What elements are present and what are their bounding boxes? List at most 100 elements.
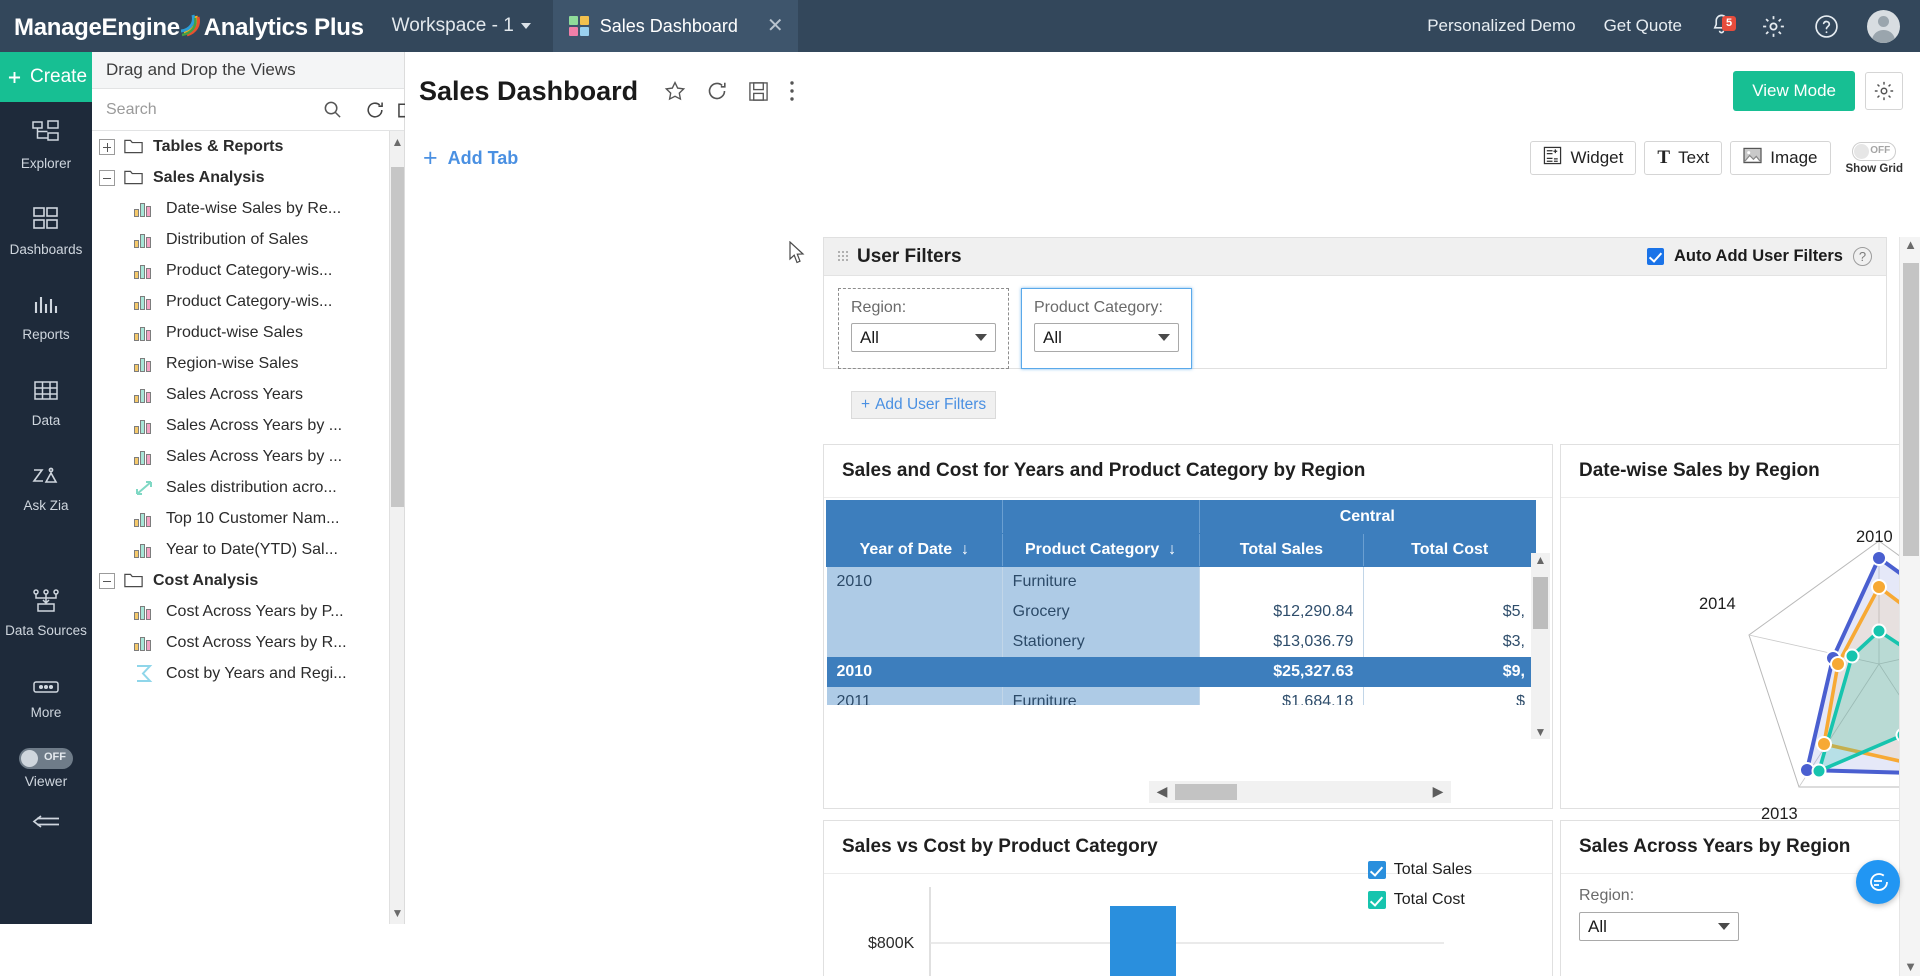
- tree-node-report[interactable]: Year to Date(YTD) Sal...: [92, 534, 405, 565]
- table-total-row[interactable]: 2010 $25,327.63 $9,: [826, 657, 1536, 687]
- sidebar-item-label: Ask Zia: [23, 497, 69, 513]
- scroll-up-icon[interactable]: ▲: [1904, 237, 1917, 252]
- add-tab-button[interactable]: + Add Tab: [423, 145, 518, 171]
- bar-chart-icon: [134, 448, 155, 465]
- scrollbar-thumb[interactable]: [391, 167, 404, 507]
- save-icon[interactable]: [748, 81, 769, 102]
- personalized-demo-link[interactable]: Personalized Demo: [1427, 16, 1576, 35]
- scrollbar-thumb[interactable]: [1903, 263, 1919, 556]
- table-row[interactable]: Grocery $12,290.84 $5,: [826, 597, 1536, 627]
- tree-node-folder[interactable]: Tables & Reports: [92, 131, 405, 162]
- sidebar-item-ask-zia[interactable]: Ask Zia: [0, 446, 92, 532]
- widget-title: Sales Across Years by Region: [1561, 821, 1904, 874]
- drag-handle-icon[interactable]: [838, 251, 848, 262]
- favorite-star-icon[interactable]: [664, 80, 686, 102]
- scrollbar-thumb[interactable]: [1533, 577, 1548, 629]
- add-image-button[interactable]: Image: [1730, 141, 1831, 175]
- refresh-icon[interactable]: [365, 100, 385, 120]
- add-text-button[interactable]: T Text: [1644, 141, 1723, 175]
- scroll-down-icon[interactable]: ▼: [391, 906, 404, 920]
- sidebar-item-data-sources[interactable]: Data Sources: [0, 570, 92, 656]
- tree-node-report[interactable]: Top 10 Customer Nam...: [92, 503, 405, 534]
- scrollbar-thumb[interactable]: [1175, 784, 1237, 800]
- auto-add-user-filters-checkbox[interactable]: [1647, 248, 1664, 265]
- help-icon[interactable]: [1814, 14, 1839, 39]
- add-widget-button[interactable]: Widget: [1530, 141, 1637, 175]
- sidebar-item-data[interactable]: Data: [0, 360, 92, 446]
- legend-label: Total Sales: [1393, 861, 1472, 878]
- scroll-down-icon[interactable]: ▼: [1534, 725, 1547, 739]
- table-row[interactable]: 2010 Furniture: [826, 566, 1536, 597]
- tree-node-report[interactable]: Sales distribution acro...: [92, 472, 405, 503]
- expand-icon[interactable]: [99, 138, 115, 155]
- table-vertical-scrollbar[interactable]: ▲ ▼: [1531, 553, 1550, 739]
- scroll-left-icon[interactable]: ◀: [1156, 783, 1168, 799]
- scroll-right-icon[interactable]: ▶: [1432, 783, 1444, 799]
- table-row[interactable]: Stationery $13,036.79 $3,: [826, 627, 1536, 657]
- refresh-icon[interactable]: [706, 80, 728, 102]
- tree-node-folder[interactable]: Cost Analysis: [92, 565, 405, 596]
- tree-node-report[interactable]: Region-wise Sales: [92, 348, 405, 379]
- tree-scrollbar[interactable]: ▲ ▼: [389, 131, 404, 924]
- tree-node-folder[interactable]: Sales Analysis: [92, 162, 405, 193]
- more-options-icon[interactable]: [789, 80, 795, 102]
- scroll-up-icon[interactable]: ▲: [1534, 553, 1547, 567]
- workspace-selector[interactable]: Workspace - 1: [392, 15, 531, 37]
- tree-node-report[interactable]: Sales Across Years: [92, 379, 405, 410]
- collapse-icon[interactable]: [99, 169, 115, 186]
- sidebar-item-reports[interactable]: Reports: [0, 274, 92, 360]
- dashboard-settings-button[interactable]: [1865, 72, 1903, 110]
- region-widget-filter-select[interactable]: All: [1579, 912, 1739, 941]
- search-icon[interactable]: [313, 100, 352, 119]
- legend-swatch: [1367, 891, 1386, 909]
- view-mode-button[interactable]: View Mode: [1733, 71, 1855, 111]
- filter-product-category[interactable]: Product Category: All: [1021, 288, 1192, 369]
- column-header-year[interactable]: Year of Date ↓: [826, 533, 1003, 567]
- viewer-toggle[interactable]: OFF: [19, 748, 73, 769]
- legend-item-total-sales[interactable]: Total Sales: [1367, 861, 1472, 879]
- sidebar-item-explorer[interactable]: Explorer: [0, 102, 92, 188]
- column-header-total-cost[interactable]: Total Cost: [1363, 533, 1536, 567]
- show-grid-toggle[interactable]: OFF: [1852, 141, 1897, 161]
- tree-node-report[interactable]: Sales Across Years by ...: [92, 441, 405, 472]
- tree-node-report[interactable]: Cost Across Years by P...: [92, 596, 405, 627]
- close-icon[interactable]: ✕: [766, 15, 784, 37]
- product-category-filter-select[interactable]: All: [1034, 323, 1179, 352]
- help-icon[interactable]: ?: [1853, 247, 1872, 266]
- tree-node-report[interactable]: Cost by Years and Regi...: [92, 658, 405, 689]
- get-quote-link[interactable]: Get Quote: [1603, 16, 1682, 35]
- tab-sales-dashboard[interactable]: Sales Dashboard ✕: [552, 0, 798, 52]
- scroll-down-icon[interactable]: ▼: [1904, 959, 1917, 974]
- radar-axis-label-2010: 2010: [1856, 528, 1893, 546]
- sidebar-item-more[interactable]: More: [0, 656, 92, 742]
- tree-node-report[interactable]: Product Category-wis...: [92, 286, 405, 317]
- sidebar-item-dashboards[interactable]: Dashboards: [0, 188, 92, 274]
- table-horizontal-scrollbar[interactable]: ◀ ▶: [1149, 781, 1451, 803]
- search-input[interactable]: [92, 100, 313, 119]
- table-row[interactable]: 2011 Furniture $1,684.18 $: [826, 687, 1536, 705]
- gear-icon[interactable]: [1761, 14, 1786, 39]
- avatar[interactable]: [1867, 9, 1900, 43]
- sort-down-icon[interactable]: ↓: [1163, 541, 1177, 558]
- collapse-sidebar-button[interactable]: [0, 813, 92, 830]
- add-user-filters-button[interactable]: + Add User Filters: [851, 391, 997, 419]
- create-button[interactable]: Create: [0, 52, 92, 102]
- legend-item-total-cost[interactable]: Total Cost: [1367, 891, 1472, 909]
- tree-node-report[interactable]: Product Category-wis...: [92, 255, 405, 286]
- bell-icon[interactable]: 5: [1710, 12, 1737, 41]
- scroll-up-icon[interactable]: ▲: [391, 135, 404, 149]
- region-filter-select[interactable]: All: [851, 323, 996, 352]
- sort-down-icon[interactable]: ↓: [956, 541, 970, 558]
- tree-node-report[interactable]: Date-wise Sales by Re...: [92, 193, 405, 224]
- tree-node-report[interactable]: Product-wise Sales: [92, 317, 405, 348]
- chat-support-icon[interactable]: [1856, 860, 1900, 904]
- collapse-icon[interactable]: [99, 572, 115, 589]
- tree-node-report[interactable]: Distribution of Sales: [92, 224, 405, 255]
- tree-node-report[interactable]: Cost Across Years by R...: [92, 627, 405, 658]
- dashboard-scrollbar[interactable]: ▲ ▼: [1899, 237, 1920, 976]
- column-header-total-sales[interactable]: Total Sales: [1198, 533, 1365, 567]
- tree-node-report[interactable]: Sales Across Years by ...: [92, 410, 405, 441]
- filter-region[interactable]: Region: All: [838, 288, 1009, 369]
- user-filters-title: User Filters: [857, 245, 962, 267]
- column-header-product-category[interactable]: Product Category ↓: [1001, 533, 1200, 567]
